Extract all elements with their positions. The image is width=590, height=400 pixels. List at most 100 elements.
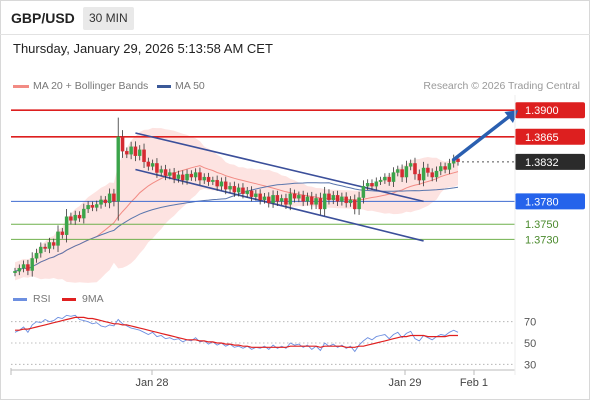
candle-body	[254, 193, 258, 197]
candle-body	[396, 169, 400, 173]
candle-body	[69, 216, 73, 221]
candle-body	[374, 181, 379, 187]
candle-body	[258, 193, 262, 201]
candle-body	[146, 161, 151, 167]
rsi-legend-label: RSI	[33, 293, 51, 305]
channel-upper-line	[135, 132, 424, 203]
candle-body	[413, 163, 417, 175]
candle-body	[408, 163, 413, 167]
candle-body	[211, 179, 215, 182]
candle-body	[202, 176, 206, 181]
candle-body	[318, 198, 323, 210]
timeframe-badge[interactable]: 30 MIN	[83, 7, 134, 30]
candle-body	[400, 169, 404, 178]
rsi-series-RSI	[14, 314, 459, 353]
candle-body	[426, 167, 430, 173]
candle-body	[271, 195, 275, 204]
level-box-1.3865	[515, 128, 585, 145]
candle-body	[189, 173, 194, 178]
candle-body	[64, 216, 69, 235]
level-label-1.3780: 1.3780	[525, 196, 559, 208]
channel-lower-line	[135, 168, 424, 242]
candle-body	[34, 252, 39, 259]
candle-body	[168, 172, 172, 176]
level-label-1.3900: 1.3900	[525, 105, 559, 117]
candle-body	[21, 264, 26, 269]
candle-body	[404, 166, 409, 178]
rsi-legend-swatch	[13, 298, 27, 301]
ma20-legend-label: MA 20 + Bollinger Bands	[33, 80, 149, 92]
rsi-tick-70: 70	[524, 317, 536, 329]
ma50-legend-swatch	[157, 85, 171, 88]
candle-body	[331, 195, 336, 201]
time-tick-label: Jan 28	[135, 377, 168, 389]
candle-body	[387, 176, 391, 182]
candle-body	[39, 246, 43, 254]
candle-body	[150, 163, 155, 167]
candle-body	[391, 172, 396, 182]
candle-body	[107, 193, 112, 204]
candle-body	[17, 268, 22, 272]
rsi-ma-legend-label: 9MA	[82, 293, 104, 305]
forecast-arrow-shaft	[451, 112, 514, 162]
rsi-ma-legend-swatch	[62, 298, 76, 301]
candle-body	[176, 174, 181, 179]
candle-body	[305, 196, 310, 202]
candle-body	[267, 196, 271, 204]
candle-body	[353, 199, 357, 210]
candle-body	[365, 183, 370, 187]
candle-body	[288, 193, 293, 205]
candle-body	[193, 172, 198, 178]
candle-body	[348, 199, 353, 204]
candle-body	[215, 179, 219, 187]
candle-body	[185, 173, 189, 181]
time-axis: Jan 28 Jan 29 Feb 1	[10, 95, 516, 389]
candle-body	[249, 190, 254, 197]
candle-body	[284, 198, 288, 205]
candle-body	[443, 166, 447, 170]
level-box-1.3832	[515, 153, 585, 170]
candle-body	[94, 204, 99, 208]
candle-body	[180, 174, 185, 181]
candle-body	[232, 186, 237, 193]
candle-body	[223, 181, 228, 190]
candle-body	[310, 196, 314, 205]
candle-body	[297, 195, 301, 199]
candle-body	[236, 187, 241, 193]
candle-body	[30, 258, 34, 271]
candle-body	[292, 193, 297, 199]
candle-body	[262, 196, 267, 201]
candle-body	[159, 169, 163, 173]
candle-body	[370, 183, 374, 187]
candle-body	[198, 172, 202, 181]
candle-body	[439, 166, 443, 172]
candle-body	[103, 199, 108, 204]
header-divider	[0, 34, 590, 35]
candle-body	[322, 193, 327, 210]
level-label-1.3730: 1.3730	[525, 234, 559, 246]
candle-body	[90, 205, 95, 208]
candle-body	[357, 197, 361, 210]
ma50-legend-label: MA 50	[175, 80, 205, 92]
candle-body	[43, 246, 47, 249]
candle-body	[99, 199, 103, 205]
candle-body	[361, 186, 366, 198]
bollinger-band-fill	[15, 127, 458, 283]
candle-body	[447, 163, 452, 170]
candle-body	[335, 195, 340, 202]
time-tick-label: Feb 1	[460, 377, 488, 389]
candle-body	[60, 231, 65, 235]
candle-body	[421, 167, 426, 181]
symbol-title: GBP/USD	[11, 10, 75, 26]
candle-body	[77, 214, 82, 219]
candle-body	[120, 136, 125, 152]
candle-body	[86, 205, 90, 210]
candle-body	[434, 170, 439, 178]
candle-body	[378, 179, 383, 182]
research-credit: Research © 2026 Trading Central	[423, 80, 580, 92]
candle-body	[301, 195, 305, 202]
candle-body	[245, 190, 250, 194]
time-tick-label: Jan 29	[388, 377, 421, 389]
candle-body	[314, 198, 318, 205]
